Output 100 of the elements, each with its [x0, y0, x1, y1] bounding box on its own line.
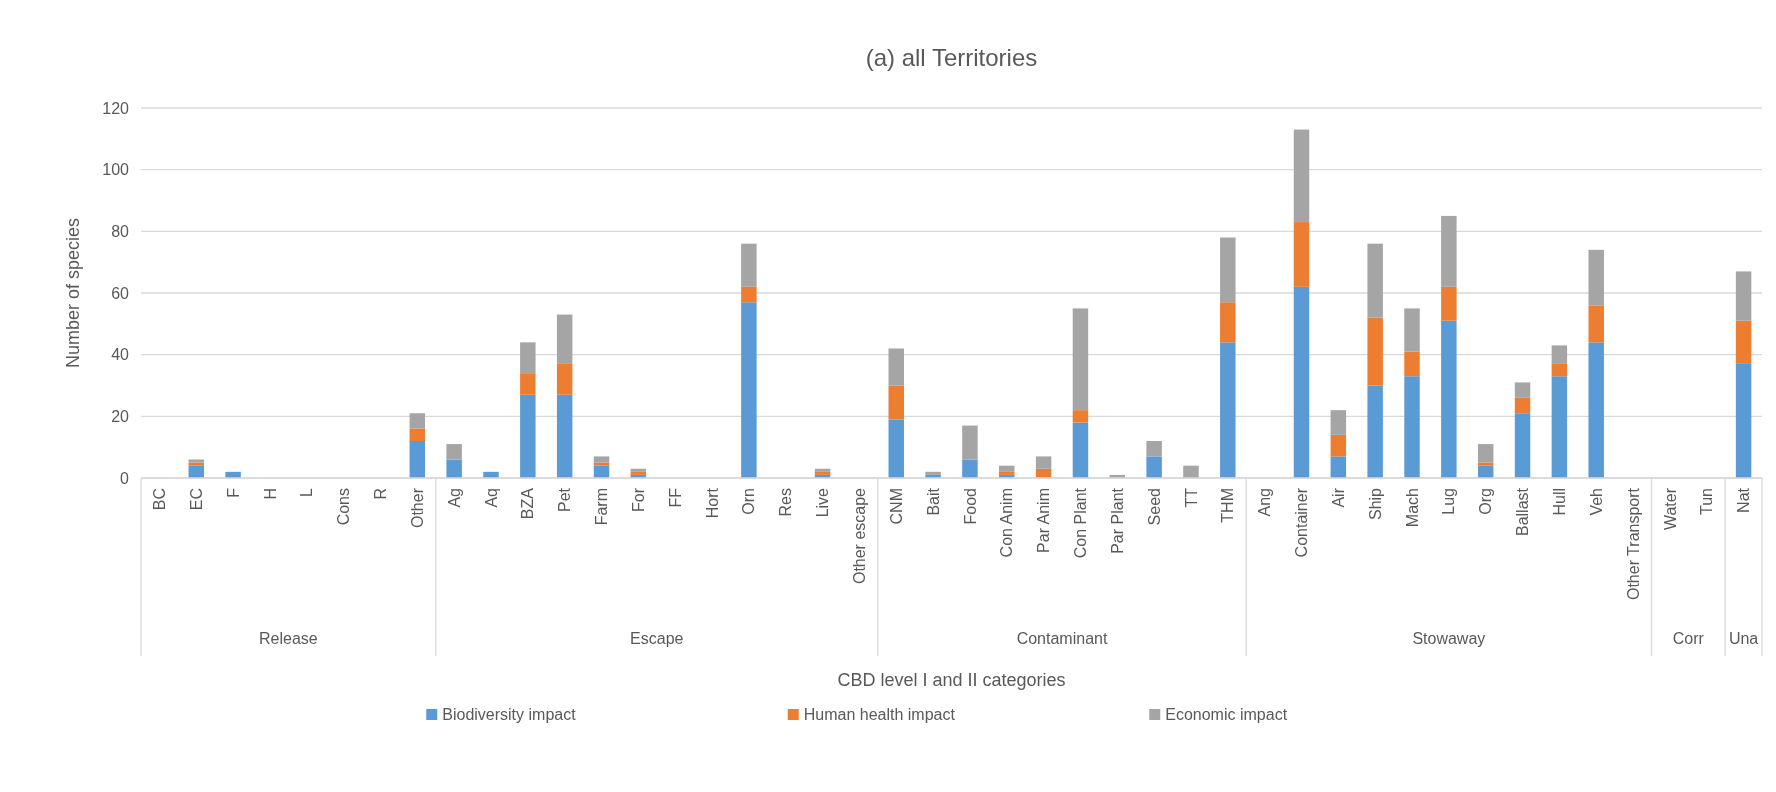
bar — [1293, 129, 1310, 223]
x-tick-label: Other Transport — [1624, 487, 1642, 601]
legend-label: Economic impact — [1165, 706, 1288, 723]
x-tick-label: Other escape — [851, 487, 868, 585]
bar — [1072, 308, 1089, 411]
bar — [1735, 363, 1752, 478]
bar — [1551, 376, 1568, 478]
x-tick-label: Pet — [556, 487, 574, 513]
bar — [1330, 434, 1347, 457]
bar — [556, 314, 573, 364]
bar — [1441, 320, 1457, 478]
bar — [888, 348, 904, 386]
text: Escape — [630, 630, 684, 647]
x-tick-label: Cons — [335, 488, 353, 526]
x-tick-label: Veh — [1587, 488, 1605, 516]
y-axis-title: Number of species — [63, 217, 83, 369]
x-tick-label: Tun — [1698, 488, 1716, 515]
x-tick-label: Other — [408, 487, 426, 529]
x-tick-label: Seed — [1145, 488, 1163, 526]
bar — [1072, 422, 1089, 478]
bar — [962, 459, 978, 478]
text: Release — [259, 630, 318, 647]
x-tick-label: Container — [1293, 487, 1311, 558]
x-tick-label: Org — [1477, 488, 1495, 515]
bar — [446, 459, 462, 478]
x-tick-label: Con Plant — [1072, 487, 1090, 559]
x-tick-label: Mach — [1403, 488, 1421, 528]
bar — [1735, 271, 1752, 321]
x-tick-label: Food — [961, 488, 979, 525]
y-tick-label: 120 — [102, 99, 130, 117]
bar — [520, 394, 536, 478]
x-tick-label: Bait — [924, 487, 942, 516]
x-tick-label: EC — [187, 488, 205, 511]
bar — [1220, 342, 1236, 478]
bar — [1146, 441, 1162, 457]
bar — [409, 441, 426, 478]
x-tick-label: For — [629, 487, 647, 512]
y-tick-label: 20 — [111, 407, 130, 425]
x-tick-label: Hull — [1550, 488, 1568, 516]
x-tick-label: Res — [777, 488, 795, 517]
text: Corr — [1672, 630, 1705, 647]
x-tick-label: Ag — [445, 488, 463, 508]
bar — [1477, 462, 1494, 466]
bar — [1330, 410, 1347, 435]
text: Una — [1728, 630, 1759, 647]
x-tick-label: Nat — [1735, 487, 1753, 513]
text: Stowaway — [1412, 630, 1486, 647]
bar — [1588, 305, 1604, 343]
bar — [1441, 215, 1457, 287]
bar — [1551, 363, 1568, 377]
x-tick-label: Water — [1661, 487, 1679, 531]
bar — [1183, 465, 1199, 478]
x-tick-label: Hort — [703, 487, 721, 519]
bar — [1514, 413, 1531, 478]
legend-label: Human health impact — [803, 706, 956, 723]
bar — [446, 444, 462, 460]
bar — [1514, 382, 1531, 398]
x-tick-label: Ballast — [1514, 487, 1532, 537]
bar — [1735, 320, 1752, 364]
x-tick-label: Ang — [1256, 488, 1274, 517]
bar — [999, 465, 1015, 472]
bar — [741, 243, 757, 287]
bar — [1220, 302, 1236, 343]
x-axis-title: CBD level I and II categories — [837, 670, 1066, 690]
x-tick-label: R — [372, 488, 390, 500]
bar — [1293, 286, 1310, 478]
bar — [1514, 397, 1531, 414]
x-tick-label: Farm — [593, 488, 611, 526]
bar — [593, 462, 610, 466]
bar — [520, 342, 536, 374]
bar — [1477, 444, 1494, 463]
x-tick-label: BC — [151, 488, 169, 511]
x-tick-label: TT — [1182, 487, 1200, 508]
y-tick-label: 60 — [111, 284, 130, 302]
bar — [593, 456, 610, 463]
x-tick-label: F — [224, 487, 242, 498]
chart-title: (a) all Territories — [865, 44, 1038, 71]
bar — [1588, 249, 1604, 306]
x-tick-label: FF — [666, 487, 684, 508]
x-tick-label: Par Anim — [1035, 488, 1053, 553]
bar — [1367, 317, 1383, 386]
x-tick-label: Air — [1329, 487, 1347, 508]
x-tick-label: L — [298, 487, 316, 497]
legend-label: Biodiversity impact — [442, 706, 577, 723]
y-tick-label: 80 — [111, 222, 130, 240]
bar — [409, 413, 426, 429]
bar — [1330, 456, 1347, 478]
bar — [556, 363, 573, 395]
bar — [520, 373, 536, 395]
bar — [888, 385, 904, 420]
y-tick-label: 0 — [120, 469, 130, 487]
bar — [888, 419, 904, 478]
bar — [1588, 342, 1604, 478]
x-tick-label: H — [261, 488, 279, 500]
bar — [1220, 237, 1236, 303]
x-tick-label: Live — [814, 487, 832, 518]
x-tick-label: Aq — [482, 488, 500, 508]
y-tick-label: 40 — [111, 346, 130, 364]
bar — [1035, 456, 1052, 469]
bar — [1072, 410, 1089, 423]
